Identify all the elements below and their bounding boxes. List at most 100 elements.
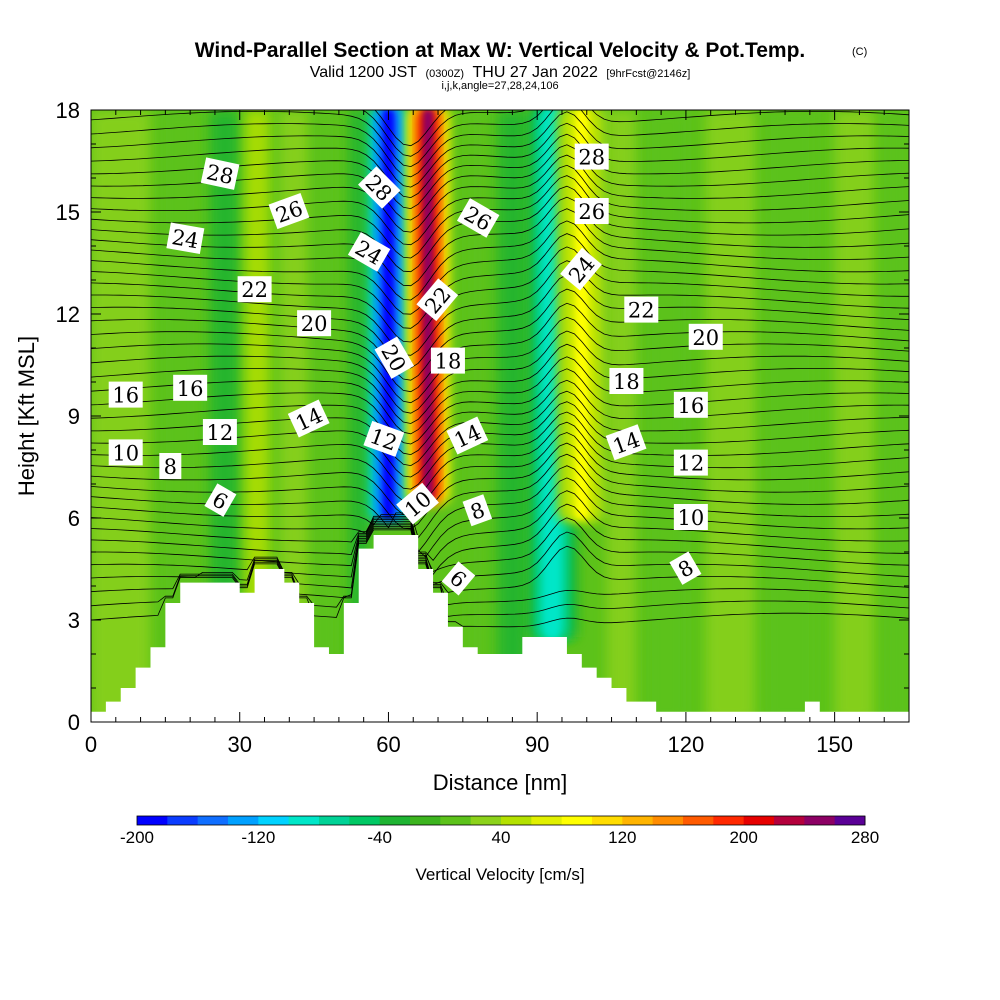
theta-contour-label: 16 — [673, 391, 708, 418]
theta-contour-label-box — [560, 247, 602, 291]
colorbar-swatch — [622, 816, 654, 825]
y-axis-label: Height [Kft MSL] — [14, 336, 39, 496]
theta-contour-label: 10 — [396, 482, 439, 525]
theta-contour-label-text: 22 — [241, 278, 268, 302]
colorbar-swatch — [228, 816, 259, 825]
theta-contour-label-box — [204, 483, 237, 517]
vertical-velocity-field — [91, 110, 909, 722]
theta-contour-label-box — [673, 449, 708, 476]
theta-contour-label-box — [605, 424, 647, 461]
theta-contour-label-box — [441, 561, 476, 596]
colorbar-swatch — [137, 816, 168, 825]
theta-contour-label: 20 — [297, 310, 332, 337]
theta-contour-label-box — [200, 157, 240, 190]
theta-contour-line — [91, 164, 909, 246]
theta-contour-label: 8 — [462, 494, 493, 527]
theta-contour-line — [91, 110, 909, 168]
y-tick-label: 12 — [56, 302, 80, 327]
colorbar-swatch — [592, 816, 623, 825]
theta-contour-label-text: 18 — [613, 370, 640, 394]
theta-contour-label-box — [416, 278, 459, 322]
x-tick-label: 0 — [85, 732, 97, 757]
field-core-downdraft-secondary — [546, 110, 559, 637]
field-band — [497, 110, 528, 722]
theta-contour-label-box — [237, 276, 272, 303]
theta-contour-label-text: 10 — [677, 506, 704, 530]
colorbar-tick-label: 40 — [492, 828, 511, 847]
theta-contour-label: 20 — [688, 323, 723, 350]
colorbar-tick-label: -40 — [367, 828, 392, 847]
theta-contour-label-box — [574, 198, 609, 224]
theta-contour-label-box — [673, 391, 708, 418]
theta-contour-label: 22 — [237, 276, 272, 303]
x-axis-label: Distance [nm] — [433, 770, 568, 795]
colorbar-swatch — [743, 816, 775, 825]
theta-contour-label-box — [287, 399, 330, 438]
theta-contour-line — [91, 411, 909, 490]
theta-contour-line — [91, 154, 909, 233]
colorbar-title: Vertical Velocity [cm/s] — [415, 865, 584, 884]
theta-contour-label-text: 12 — [677, 452, 704, 476]
colorbar-tick-label: -120 — [241, 828, 275, 847]
theta-contour-label-box — [624, 296, 659, 323]
y-tick-label: 0 — [68, 710, 80, 735]
x-tick-label: 30 — [227, 732, 251, 757]
field-core-downdraft-core — [383, 110, 394, 518]
copyright-label: (C) — [852, 46, 867, 58]
theta-contour-label-text: 20 — [301, 312, 328, 336]
theta-contour-label: 16 — [108, 381, 143, 408]
field-band — [834, 110, 875, 722]
theta-contour-label-text: 28 — [204, 160, 235, 189]
theta-contour-line — [91, 233, 909, 329]
x-tick-label: 90 — [525, 732, 549, 757]
theta-contour-line — [91, 316, 909, 404]
colorbar-swatch — [319, 816, 350, 825]
theta-contour-line — [91, 196, 909, 287]
theta-contour-label-box — [268, 193, 310, 230]
theta-contour-line — [91, 379, 909, 456]
theta-contour-label: 8 — [669, 551, 702, 585]
theta-contour-line — [91, 524, 909, 593]
theta-contour-label-text: 20 — [692, 326, 719, 350]
theta-contour-label-box — [609, 368, 644, 394]
chart-indices: i,j,k,angle=27,28,24,106 — [441, 80, 558, 92]
theta-contour-label: 22 — [624, 296, 659, 323]
theta-contour-line — [91, 503, 909, 576]
theta-contour-label-box — [396, 482, 439, 525]
colorbar-swatch — [561, 816, 593, 825]
colorbar-swatch — [652, 816, 684, 825]
colorbar-tick-label: 200 — [729, 828, 757, 847]
colorbar-swatch — [834, 816, 866, 825]
theta-contour-label-box — [430, 347, 465, 374]
colorbar-swatch — [197, 816, 229, 825]
theta-contour-label-text: 22 — [628, 299, 655, 323]
theta-contour-label: 8 — [159, 453, 182, 479]
theta-contour-label: 12 — [363, 420, 405, 457]
colorbar-swatch — [470, 816, 502, 825]
theta-contour-line — [91, 274, 909, 369]
theta-contours — [91, 110, 909, 628]
colorbar-swatch — [167, 816, 199, 825]
theta-contour-label-text: 10 — [112, 441, 139, 465]
theta-contour-line — [91, 110, 909, 178]
theta-contour-line — [91, 529, 909, 628]
theta-contour-line — [91, 522, 909, 586]
terrain-profile — [91, 535, 909, 722]
theta-contour-label-box — [108, 381, 143, 408]
y-tick-label: 6 — [68, 506, 80, 531]
colorbar-swatch — [379, 816, 411, 825]
theta-contour-line — [91, 517, 909, 573]
theta-contour-line — [91, 343, 909, 424]
colorbar-swatch — [288, 816, 320, 825]
theta-contour-label: 26 — [574, 198, 609, 224]
theta-contour-label: 10 — [673, 504, 708, 530]
theta-contour-line — [91, 111, 909, 188]
theta-contour-label-text: 28 — [578, 146, 605, 170]
theta-contour-line — [91, 260, 909, 356]
theta-contour-label-box — [673, 504, 708, 530]
theta-contour-label-box — [669, 551, 702, 585]
colorbar-swatch — [440, 816, 472, 825]
theta-contour-line — [91, 288, 909, 381]
y-axis: 0 3 6 9 12 15 18 — [56, 98, 909, 735]
